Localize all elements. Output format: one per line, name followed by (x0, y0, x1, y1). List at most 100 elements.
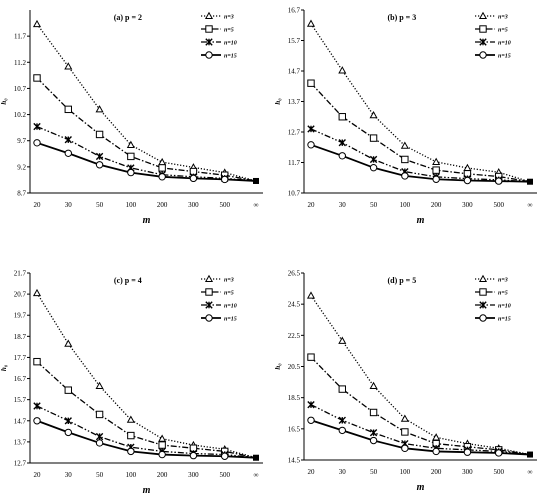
series-n-15 (33, 417, 257, 460)
y-tick-label: 10.7 (288, 190, 301, 198)
y-tick-label: 20.5 (288, 363, 301, 371)
x-tick-label: 200 (431, 201, 442, 209)
x-tick-label: 300 (462, 468, 473, 476)
y-tick-label: 8.7 (17, 190, 26, 198)
x-tick-label: 30 (339, 468, 347, 476)
data-point (95, 381, 104, 390)
data-point (95, 152, 104, 161)
series-n-3 (306, 19, 531, 183)
data-point (158, 441, 166, 449)
x-tick-label: 300 (188, 201, 199, 209)
data-point (95, 105, 104, 113)
chart-panel-3: 12.7 13.7 14.7 15.7 16.7 17.7 18.7 19.7 20.7 21.7… (0, 270, 263, 494)
panel-label: (b) p = 3 (387, 13, 416, 22)
data-point (158, 434, 167, 442)
x-tick-label: 100 (126, 471, 137, 479)
legend-marker (204, 11, 214, 20)
legend-marker (205, 51, 213, 59)
legend-label: n=15 (224, 317, 237, 323)
data-point (338, 113, 346, 121)
y-axis-title: h₀ (274, 98, 282, 105)
y-tick-label: 14.7 (288, 68, 301, 76)
data-point (369, 134, 378, 142)
series-n-15 (307, 416, 531, 457)
x-tick-label: ∞ (528, 201, 533, 209)
y-tick-label: 16.5 (288, 425, 301, 433)
legend-label: n=5 (498, 291, 508, 297)
x-axis-title: m (417, 215, 425, 226)
data-point (338, 385, 346, 393)
legend-marker (205, 38, 213, 46)
data-point (400, 141, 409, 149)
series-n-5 (307, 353, 531, 456)
legend-label: n=10 (224, 41, 237, 47)
series-n-5 (33, 74, 257, 182)
y-tick-label: 24.5 (288, 301, 301, 309)
x-tick-label: 30 (339, 201, 347, 209)
end-point-marker (253, 454, 259, 461)
legend-marker (479, 301, 487, 309)
y-tick-label: 14.7 (14, 417, 27, 425)
data-point (189, 451, 198, 460)
legend-label: n=3 (224, 278, 234, 284)
data-point (401, 172, 409, 180)
legend-marker (479, 25, 487, 33)
series-line (310, 295, 531, 456)
legend-label: n=10 (224, 304, 237, 310)
y-tick-label: 14.5 (288, 457, 301, 465)
data-point (127, 447, 135, 456)
series-line (310, 23, 531, 183)
data-point (32, 288, 42, 297)
series-line (310, 404, 531, 456)
x-tick-label: 50 (370, 201, 378, 209)
y-tick-label: 17.7 (14, 354, 27, 362)
data-point (32, 19, 42, 28)
data-point (95, 161, 104, 169)
series-line (36, 141, 257, 182)
data-point (306, 19, 316, 27)
data-point (401, 428, 409, 436)
legend-marker (205, 25, 213, 33)
legend-item: n=10 (201, 38, 237, 47)
y-tick-label: 21.7 (14, 270, 27, 278)
series-line (310, 82, 531, 183)
legend-item: n=3 (201, 11, 234, 21)
x-tick-label: 500 (493, 468, 504, 476)
y-axis-title: h₀ (0, 364, 8, 371)
data-point (432, 175, 440, 183)
legend-label: n=15 (224, 54, 237, 60)
data-point (33, 74, 41, 82)
data-point (307, 125, 315, 133)
legend-label: n=10 (498, 41, 511, 47)
data-point (64, 105, 72, 114)
x-tick-label: 500 (219, 471, 230, 479)
data-point (126, 140, 135, 148)
y-tick-label: 19.7 (14, 312, 27, 320)
data-point (33, 402, 41, 410)
data-point (158, 164, 166, 172)
data-point (64, 428, 72, 437)
data-point (401, 444, 409, 453)
y-tick-label: 15.7 (14, 396, 27, 404)
x-tick-label: 100 (400, 468, 411, 476)
data-point (369, 163, 378, 172)
series-line (36, 405, 257, 459)
x-tick-label: 20 (34, 471, 42, 479)
panel-label: (a) p = 2 (114, 13, 142, 22)
data-point (432, 166, 440, 174)
legend-label: n=5 (498, 28, 508, 34)
y-axis-title: h₀ (0, 98, 8, 105)
x-tick-label: 30 (65, 471, 73, 479)
data-point (369, 408, 378, 417)
x-axis-title: m (143, 485, 151, 494)
data-point (221, 175, 229, 184)
y-tick-label: 26.5 (288, 270, 301, 278)
legend-item: n=15 (475, 51, 511, 60)
data-point (369, 110, 378, 119)
data-point (400, 414, 409, 422)
legend-marker (479, 38, 487, 46)
y-tick-label: 13.7 (288, 98, 301, 106)
data-point (369, 436, 378, 445)
x-axis-title: m (417, 482, 425, 493)
